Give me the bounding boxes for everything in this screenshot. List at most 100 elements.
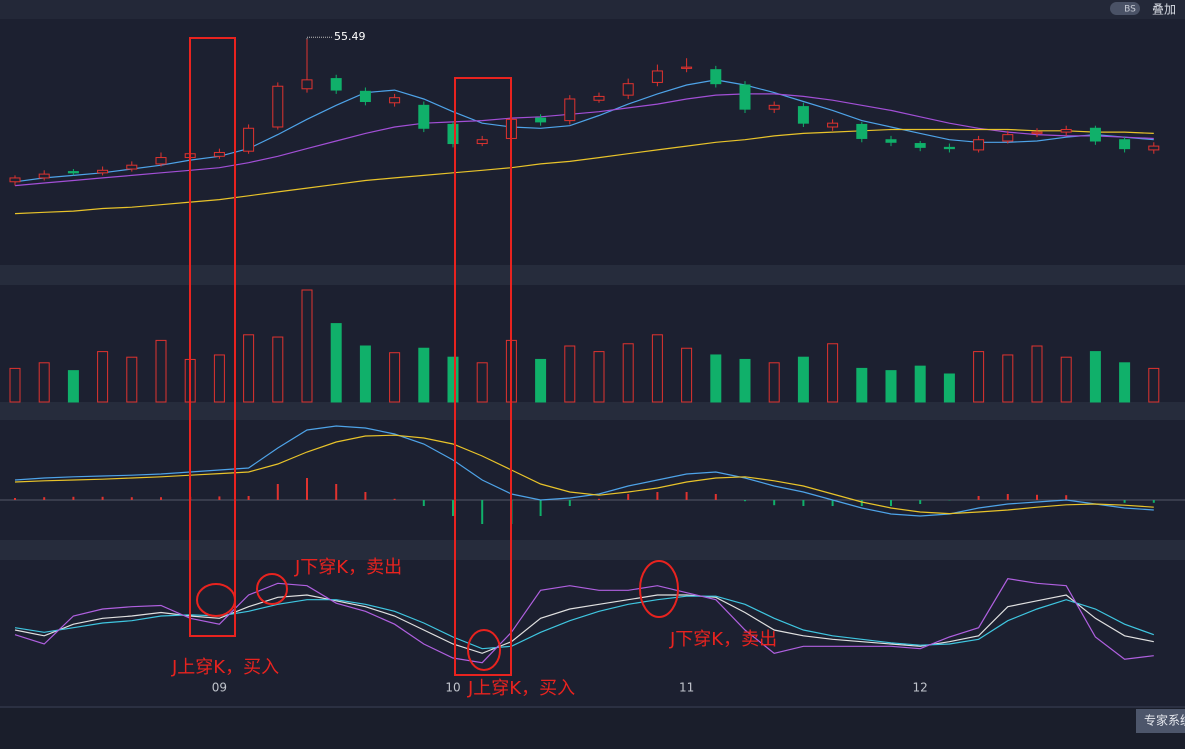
candle-body <box>1031 131 1043 134</box>
candle-body <box>97 169 109 174</box>
volume-bar <box>213 354 225 403</box>
volume-bar <box>914 365 926 403</box>
candle-body <box>9 177 21 183</box>
candle-body <box>155 157 167 165</box>
volume-bar <box>359 345 371 403</box>
candle-body <box>914 143 926 148</box>
candle-body <box>447 123 459 145</box>
indicator-line <box>14 595 1155 650</box>
x-tick-label: 10 <box>445 681 460 695</box>
candle-body <box>797 106 809 124</box>
volume-bar <box>67 370 79 403</box>
candle-body <box>885 139 897 143</box>
highlight-circle <box>196 583 236 617</box>
volume-bar <box>885 370 897 403</box>
volume-bar <box>710 354 722 403</box>
candle-body <box>1060 129 1072 133</box>
volume-bar <box>330 323 342 403</box>
candle-body <box>739 84 751 110</box>
highlight-box <box>189 37 236 637</box>
volume-bar <box>768 362 780 403</box>
bs-toggle[interactable] <box>1110 2 1140 15</box>
bs-badge: BS <box>1124 5 1136 15</box>
panel-divider <box>0 265 1185 285</box>
volume-bar <box>1148 367 1160 403</box>
highlight-circle <box>256 573 288 605</box>
plot: 55.49 09 10 11 12 <box>0 30 1185 695</box>
highlight-box <box>454 77 512 676</box>
candle-body <box>243 127 255 152</box>
volume-bar <box>418 347 430 403</box>
candle-body <box>651 70 663 83</box>
annotation: J下穿K，卖出 <box>669 629 777 650</box>
volume-bar <box>38 362 50 403</box>
volume-bar <box>126 356 138 403</box>
candle-body <box>38 173 50 179</box>
indicator-line <box>14 128 1154 215</box>
candle-body <box>681 66 693 69</box>
volume-bar <box>943 373 955 403</box>
panel-divider <box>0 402 1185 420</box>
candle-body <box>476 139 488 145</box>
indicator-line <box>14 594 1154 654</box>
x-tick-label: 11 <box>679 681 694 695</box>
highlights <box>189 37 679 676</box>
volume-bar <box>155 339 167 403</box>
footer <box>0 708 1185 749</box>
annotation: J上穿K，买入 <box>171 657 279 678</box>
candle-body <box>622 83 634 96</box>
expert-button-label: 专家系统 <box>1144 713 1185 728</box>
highlight-circle <box>639 560 679 618</box>
toolbar <box>0 0 1185 19</box>
candle-body <box>389 97 401 104</box>
volume-bar <box>797 356 809 403</box>
volume-bar <box>1060 356 1072 403</box>
volume-bar <box>243 334 255 403</box>
expert-button[interactable] <box>1136 709 1185 733</box>
candle-body <box>330 78 342 91</box>
volume-bar <box>9 367 21 403</box>
candle-body <box>564 98 576 122</box>
indicator-line <box>14 425 1154 517</box>
candle-body <box>67 171 79 174</box>
volume-bar <box>272 336 284 403</box>
candle-body <box>856 123 868 139</box>
annotation: J下穿K，卖出 <box>294 557 402 578</box>
highlight-circle <box>467 629 501 671</box>
max-pointer <box>306 36 332 40</box>
indicator-line <box>14 93 1154 187</box>
annotation: J上穿K，买入 <box>467 678 575 699</box>
volume-bar <box>301 289 313 403</box>
volume-bar <box>681 347 693 403</box>
volume-bar <box>447 356 459 403</box>
volume-bar <box>622 343 634 403</box>
candle-body <box>359 90 371 103</box>
volume-bar <box>651 334 663 403</box>
volume-bar <box>1002 354 1014 403</box>
indicator-line <box>14 434 1154 515</box>
candle-body <box>1119 139 1131 150</box>
volume-bar <box>535 358 547 403</box>
volume-bar <box>1089 351 1101 403</box>
overlay-button[interactable]: 叠加 <box>1152 3 1176 17</box>
candle-body <box>535 117 547 123</box>
volume-bar <box>739 358 751 403</box>
x-tick-label: 12 <box>913 681 928 695</box>
candle-body <box>710 69 722 85</box>
candle-body <box>418 104 430 129</box>
candle-body <box>768 104 780 110</box>
candle-body <box>272 85 284 128</box>
candle-body <box>1089 127 1101 142</box>
indicator-line <box>14 79 1154 183</box>
candle-body <box>593 95 605 101</box>
volume-bar <box>593 351 605 403</box>
candle-body <box>301 79 313 90</box>
candle-body <box>126 164 138 170</box>
volume-bar <box>856 367 868 403</box>
volume-bar <box>389 352 401 403</box>
candle-body <box>827 122 839 128</box>
candle-body <box>1002 134 1014 142</box>
panel-divider <box>0 540 1185 560</box>
volume-bar <box>1119 362 1131 403</box>
